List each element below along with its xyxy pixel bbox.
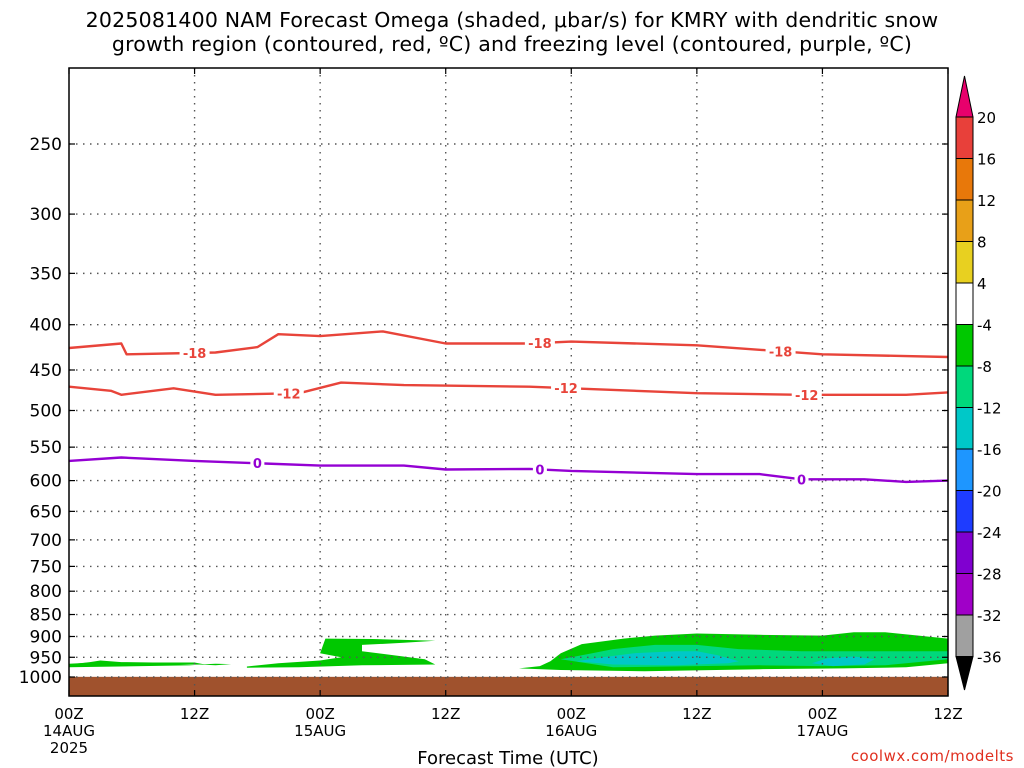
colorbar-segment: [955, 448, 974, 491]
omega-region-core-b: [812, 656, 875, 667]
contour-label-bg: [794, 471, 809, 488]
contour-label: 0: [535, 463, 544, 478]
contour-label-bg: [524, 335, 555, 352]
y-tick-label: 400: [30, 316, 62, 336]
colorbar-label: -36: [977, 649, 1002, 667]
colorbar-segment: [955, 158, 974, 201]
colorbar-label: 8: [977, 234, 987, 252]
contour-label-bg: [273, 385, 304, 402]
contour-label-bg: [551, 380, 582, 397]
colorbar-label: -12: [977, 400, 1002, 418]
y-tick-label: 450: [30, 361, 62, 381]
x-tick-year: 2025: [50, 739, 88, 757]
y-tick-label: 850: [30, 606, 62, 626]
colorbar-segment: [955, 116, 974, 159]
colorbar-segment: [955, 407, 974, 450]
y-tick-label: 700: [30, 531, 62, 551]
x-tick-label: 12Z: [180, 705, 209, 723]
contour-label-bg: [532, 461, 547, 478]
contour-label-bg: [791, 386, 822, 403]
contour-line: [69, 456, 948, 484]
y-tick-label: 500: [30, 402, 62, 422]
colorbar-segment: [955, 614, 974, 657]
title-line-2: growth region (contoured, red, ºC) and f…: [111, 32, 913, 56]
colorbar-top-arrow: [955, 75, 974, 118]
colorbar-segment: [955, 490, 974, 533]
colorbar-label: -20: [977, 483, 1002, 501]
x-tick-label: 00Z: [305, 705, 334, 723]
y-tick-label: 950: [30, 648, 62, 668]
colorbar-label: 4: [977, 275, 987, 293]
colorbar-bottom-arrow: [955, 656, 974, 691]
colorbar-label: 12: [977, 192, 996, 210]
colorbar-segment: [955, 282, 974, 325]
plot-area: -18 -18 -18 -12 -12 -12 0 0 0: [69, 68, 948, 696]
colorbar-label: -4: [977, 317, 992, 335]
colorbar-segment: [955, 531, 974, 574]
contour-label-bg: [765, 343, 796, 360]
colorbar-label: -8: [977, 358, 992, 376]
y-tick-label: 600: [30, 472, 62, 492]
contour-label-bg: [179, 344, 210, 361]
x-tick-label: 00Z: [808, 705, 837, 723]
colorbar-label: -32: [977, 607, 1002, 625]
title-line-1: 2025081400 NAM Forecast Omega (shaded, μ…: [85, 8, 939, 32]
credit-text[interactable]: coolwx.com/modelts: [850, 747, 1014, 765]
x-tick-date: 15AUG: [294, 722, 346, 740]
x-axis-label: Forecast Time (UTC): [417, 748, 598, 768]
colorbar-label: -16: [977, 441, 1002, 459]
contour-label: -18: [183, 347, 207, 362]
x-tick-label: 12Z: [431, 705, 460, 723]
omega-region-left-c: [199, 663, 232, 666]
x-tick-label: 00Z: [54, 705, 83, 723]
contour-label: -12: [277, 387, 301, 402]
colorbar-label: 16: [977, 151, 996, 169]
omega-region-left-b: [69, 662, 195, 668]
y-tick-label: 350: [30, 264, 62, 284]
contour-label: 0: [797, 473, 806, 488]
x-tick-date: 16AUG: [545, 722, 597, 740]
colorbar-label: -24: [977, 524, 1002, 542]
colorbar-segment: [955, 324, 974, 367]
omega-region-core-a: [576, 651, 739, 666]
contour-label: 0: [253, 457, 262, 472]
contour-label: -12: [795, 389, 819, 404]
colorbar-label: -28: [977, 566, 1002, 584]
ground-surface: [69, 676, 948, 696]
plot-frame: [68, 67, 949, 697]
x-tick-date: 14AUG: [43, 722, 95, 740]
colorbar-segment: [955, 199, 974, 242]
y-tick-label: 750: [30, 557, 62, 577]
colorbar-segment: [955, 365, 974, 408]
y-tick-label: 800: [30, 582, 62, 602]
contour-label: -12: [554, 382, 578, 397]
contour-label: -18: [769, 345, 793, 360]
y-tick-label: 1000: [19, 668, 62, 688]
x-tick-label: 12Z: [682, 705, 711, 723]
x-tick-label: 12Z: [933, 705, 962, 723]
colorbar-segment: [955, 241, 974, 284]
y-tick-label: 650: [30, 502, 62, 522]
y-tick-label: 300: [30, 205, 62, 225]
contour-label: -18: [528, 337, 552, 352]
x-tick-label: 00Z: [557, 705, 586, 723]
colorbar-label: 20: [977, 109, 996, 127]
contour-label-bg: [250, 455, 265, 472]
contour-line: [69, 330, 948, 359]
chart-title: 2025081400 NAM Forecast Omega (shaded, μ…: [0, 8, 1024, 56]
colorbar-segment: [955, 573, 974, 616]
y-tick-label: 250: [30, 135, 62, 155]
y-tick-label: 550: [30, 438, 62, 458]
y-tick-label: 900: [30, 627, 62, 647]
x-tick-date: 17AUG: [796, 722, 848, 740]
colorbar: 20 16 12 8 4 -4 -8 -12 -16 -20 -24 -28 -32 -36: [955, 75, 1002, 691]
omega-region-mid: [246, 638, 436, 668]
